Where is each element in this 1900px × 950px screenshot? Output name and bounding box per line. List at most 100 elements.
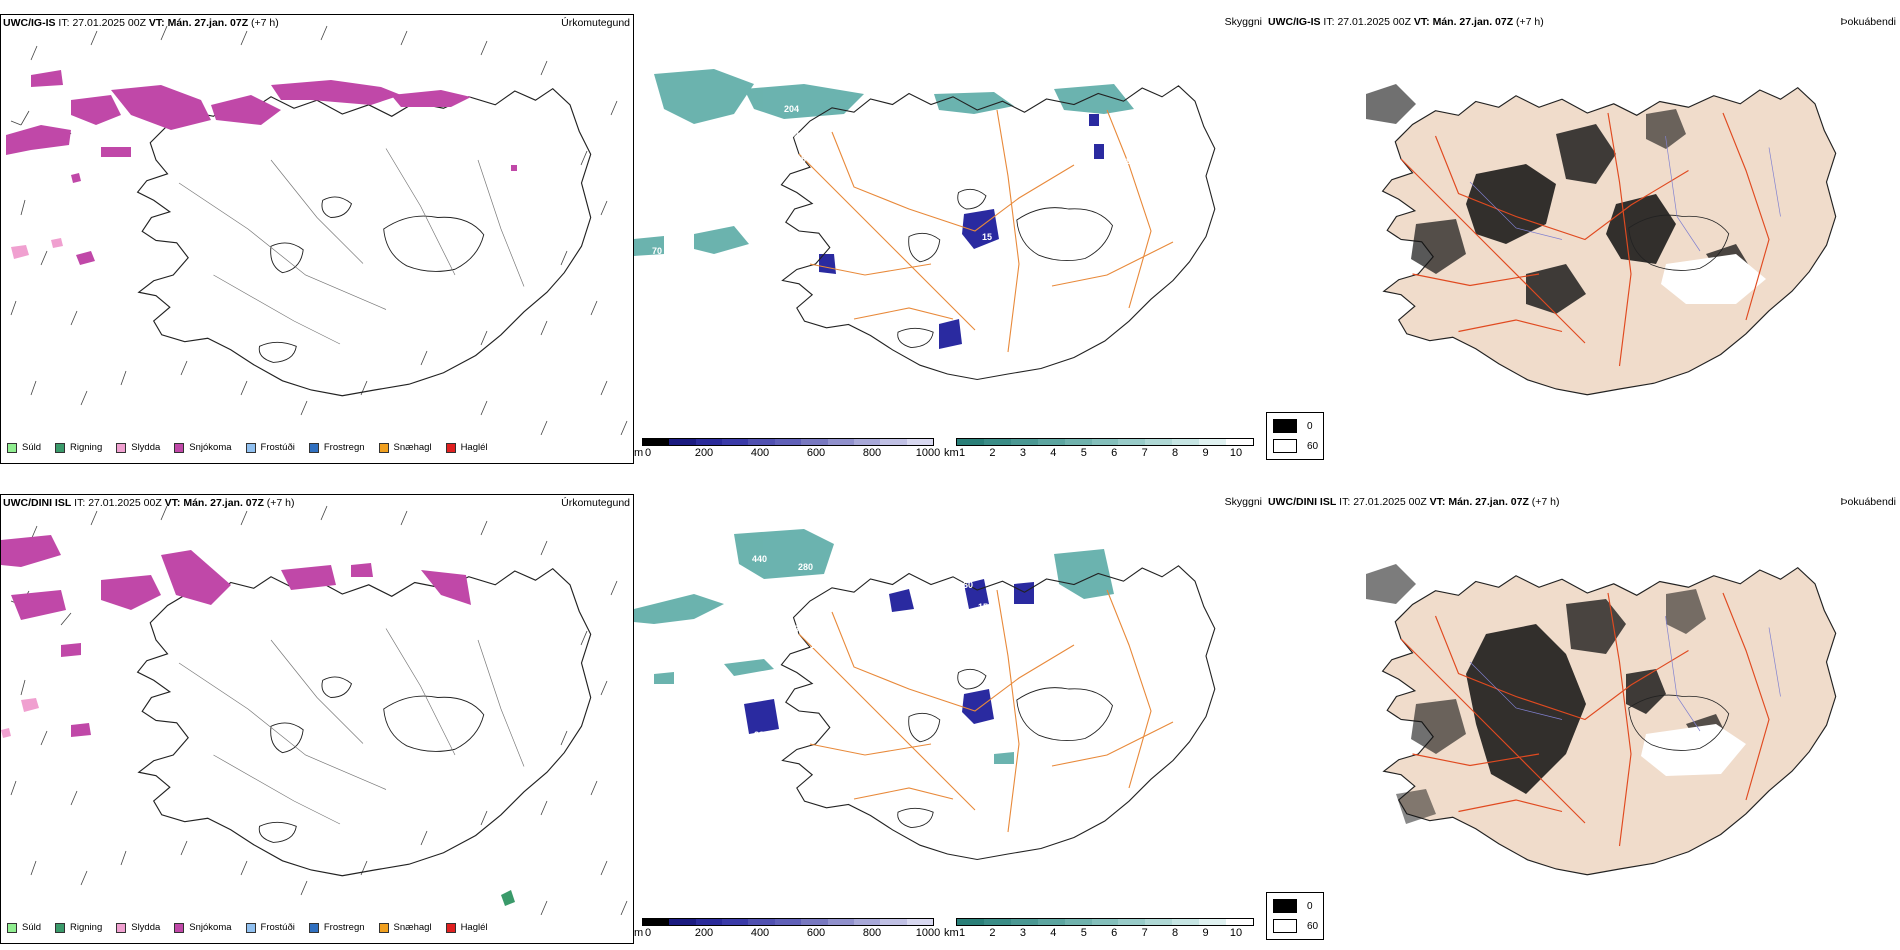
scale-color-step: [669, 919, 696, 925]
legend-label: Slydda: [131, 922, 161, 933]
legend-label: Haglél: [460, 442, 488, 453]
scale-color-step: [1037, 919, 1065, 925]
legend-swatch: [174, 922, 185, 933]
scale-color-step: [853, 919, 881, 925]
panel-title: UWC/DINI ISL IT: 27.01.2025 00Z VT: Mán.…: [3, 497, 295, 510]
scale-color-step: [643, 919, 670, 925]
ceiling-label: 15: [982, 232, 992, 242]
scale-tick-label: 2: [989, 447, 996, 459]
scale-color-step: [853, 439, 881, 445]
model-name: UWC/IG-IS: [3, 17, 56, 29]
scale-tick-label: 6: [1111, 447, 1118, 459]
scale-color-step: [669, 439, 696, 445]
fog-key-swatch: [1273, 419, 1297, 433]
legend-item-6: Snæhagl: [378, 922, 432, 933]
vt-label: VT:: [148, 17, 165, 29]
scale-tick-label: 7: [1141, 447, 1148, 459]
legend-item-2: Slydda: [116, 442, 160, 453]
scale-color-step: [1226, 439, 1253, 445]
fog-panel-row1: UWC/IG-IS IT: 27.01.2025 00Z VT: Mán. 27…: [1266, 14, 1900, 464]
legend-label: Frostregn: [323, 442, 365, 453]
scale-color-step: [1118, 919, 1146, 925]
legend-swatch: [308, 442, 319, 453]
fog-key-row2: 0 60: [1266, 892, 1324, 940]
ceiling-label: 115: [834, 276, 849, 286]
scale-tick-label: 2: [989, 927, 996, 939]
scale-tick-label: 8: [1172, 927, 1179, 939]
scale-tick-label: 200: [694, 447, 714, 459]
legend-label: Súld: [22, 442, 42, 453]
visibility-panel-label: Skyggni: [1224, 496, 1262, 508]
ceiling-label: 198: [1096, 606, 1111, 616]
low-ceiling-areas: [819, 114, 1104, 349]
visibility-panel-row1: 240 379 204 555 29 35 18 200 30 183 8 70 58 115 11 15 S…: [634, 14, 1266, 464]
ceiling-label: 200: [1042, 106, 1057, 116]
panel-title: UWC/IG-IS IT: 27.01.2025 00Z VT: Mán. 27…: [1268, 16, 1544, 29]
scale-tick-label: 600: [806, 927, 826, 939]
precip-type-panel-row1: UWC/IG-IS IT: 27.01.2025 00Z VT: Mán. 27…: [0, 14, 634, 464]
scale-tick-label: 6: [1111, 927, 1118, 939]
snow-areas: [1, 535, 471, 737]
scale-tick-label: 9: [1202, 447, 1209, 459]
model-name: UWC/IG-IS: [1268, 16, 1321, 28]
scale-tick-label: 8: [1172, 447, 1179, 459]
legend-swatch: [116, 922, 127, 933]
ceiling-label: 320: [746, 606, 761, 616]
fog-key-label: 60: [1307, 920, 1319, 932]
visibility-scale-row1: km 1 2 3 4 5 6 7 8 9 10: [944, 438, 1254, 462]
scale-color-step: [880, 919, 907, 925]
scale-color-step: [1010, 919, 1038, 925]
scale-tick-label: 1000: [915, 927, 941, 939]
panel-title: UWC/DINI ISL IT: 27.01.2025 00Z VT: Mán.…: [1268, 496, 1560, 509]
ceiling-label: 8: [1126, 156, 1131, 166]
snow-areas: [6, 70, 517, 265]
scale-color-step: [1064, 919, 1092, 925]
scale-tick-label: 5: [1080, 927, 1087, 939]
legend-label: Frostúði: [260, 442, 295, 453]
scale-color-step: [774, 439, 802, 445]
ceiling-label: 22: [754, 730, 764, 740]
ceiling-label: 15: [978, 602, 988, 612]
it-label: IT:: [58, 17, 70, 29]
ceiling-label: 183: [1066, 144, 1081, 154]
legend-item-2: Slydda: [116, 922, 160, 933]
ceiling-label: 17: [762, 748, 772, 758]
scale-color-step: [1091, 439, 1119, 445]
ceiling-label: 29: [794, 130, 804, 140]
scale-color-step: [957, 919, 984, 925]
visibility-map-row2: 440 280 159 320 634 96 136 160 15 198 29 22 17 40: [634, 529, 1216, 861]
lead-time: (+7 h): [1516, 16, 1544, 28]
it-label: IT:: [74, 497, 86, 509]
legend-item-0: Súld: [7, 922, 41, 933]
precip-panel-label: Úrkomutegund: [561, 17, 630, 29]
legend-item-1: Rigning: [55, 922, 102, 933]
it-label: IT:: [1339, 496, 1351, 508]
ceiling-label: 11: [974, 352, 984, 362]
fog-key-label: 60: [1307, 440, 1319, 452]
legend-label: Snæhagl: [393, 442, 432, 453]
ceiling-scale-row2: m 0 200 400 600 800 1000: [634, 918, 940, 942]
visibility-unit: km: [944, 927, 959, 939]
ceiling-label: 634: [838, 602, 853, 612]
visibility-panel-row2: 440 280 159 320 634 96 136 160 15 198 29 22 17 40 Sky…: [634, 494, 1266, 944]
ceiling-label: 240: [722, 116, 737, 126]
precip-panel-label: Úrkomutegund: [561, 497, 630, 509]
fog-key-swatch: [1273, 899, 1297, 913]
legend-item-6: Snæhagl: [378, 442, 432, 453]
legend-label: Slydda: [131, 442, 161, 453]
scale-tick-label: 10: [1229, 447, 1243, 459]
scale-tick-label: 9: [1202, 927, 1209, 939]
scale-color-step: [801, 439, 828, 445]
legend-swatch: [245, 442, 256, 453]
scale-tick-label: 0: [644, 927, 652, 939]
scale-tick-label: 800: [862, 927, 882, 939]
legend-label: Haglél: [460, 922, 488, 933]
legend-swatch: [308, 922, 319, 933]
vt-label: VT:: [1429, 496, 1446, 508]
legend-label: Snæhagl: [393, 922, 432, 933]
precip-type-panel-row2: UWC/DINI ISL IT: 27.01.2025 00Z VT: Mán.…: [0, 494, 634, 944]
scale-color-step: [774, 919, 802, 925]
scale-color-step: [748, 439, 775, 445]
fog-map-row1: [1366, 84, 1837, 396]
visibility-map-row1: 240 379 204 555 29 35 18 200 30 183 8 70 58 115 11 15: [634, 69, 1216, 381]
